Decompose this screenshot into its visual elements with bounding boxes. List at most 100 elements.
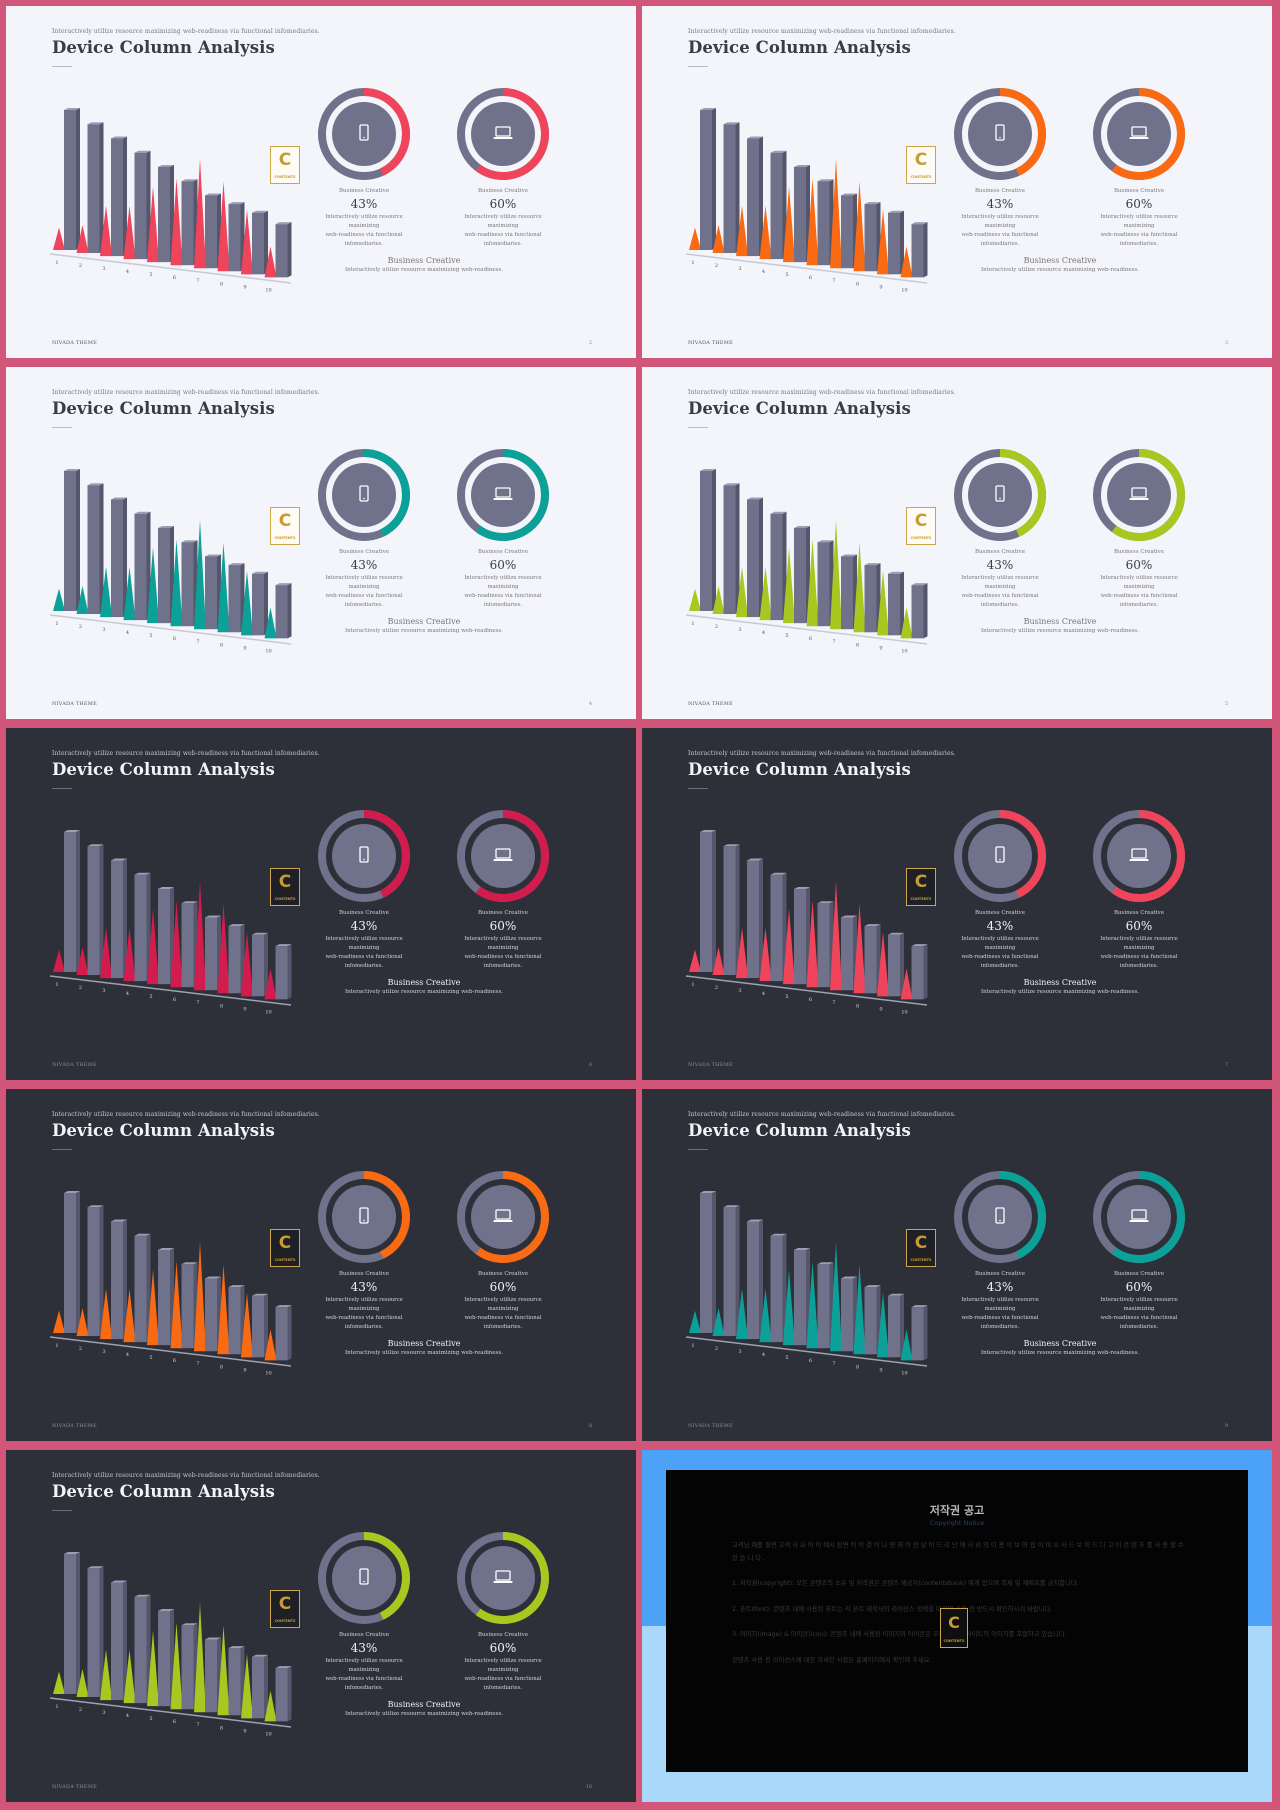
accent-cone (264, 246, 277, 278)
column-chart: 1 2 3 4 5 6 7 8 9 10 (685, 108, 928, 293)
bar-top (747, 136, 763, 139)
stat-description-line: web-readiness via functional (325, 1676, 403, 1682)
laptop-screen (495, 126, 511, 137)
device-stat: Business Creative 43% Interactively utiliz… (309, 188, 419, 249)
category-label: 3 (738, 627, 741, 633)
device-donut (318, 449, 410, 541)
device-donut (457, 1171, 549, 1263)
bar-top (911, 583, 928, 586)
donut-chart (1093, 1171, 1185, 1263)
device-stat: Business Creative 43% Interactively utiliz… (945, 1271, 1055, 1332)
stat-description-line: infomediaries. (483, 241, 523, 247)
stat-description-line: web-readiness via functional (464, 1315, 542, 1321)
stat-description-line: Interactively utilize resource maximizin… (961, 214, 1039, 229)
bar-top (888, 932, 904, 935)
gray-bar (794, 1249, 806, 1346)
bar-top (817, 1262, 834, 1265)
category-label: 2 (715, 1346, 718, 1352)
category-label: 5 (149, 1355, 152, 1361)
smartphone-button (999, 136, 1001, 139)
logo-letter: C (948, 1613, 960, 1632)
gray-bar (87, 485, 100, 615)
bar-top (911, 222, 928, 225)
smartphone-body (359, 485, 369, 502)
slide-title: Device Column Analysis (688, 38, 911, 57)
stat-description-line: infomediaries. (1119, 1324, 1159, 1330)
device-stat: Business Creative 60% Interactively utiliz… (448, 1632, 558, 1693)
bar-side (76, 1191, 80, 1333)
laptop-screen (1131, 126, 1147, 137)
stat-label: Business Creative (338, 1632, 390, 1638)
bar-side (923, 583, 928, 639)
footer-caption: Business Creative Interactively utilize r… (324, 256, 524, 273)
bar-top (228, 1285, 245, 1288)
stat-description-line: Interactively utilize resource maximizin… (1100, 1297, 1178, 1312)
category-label: 2 (715, 263, 718, 269)
stat-description-line: Interactively utilize resource maximizin… (1100, 214, 1178, 229)
accent-cone (783, 186, 795, 263)
device-donut (457, 88, 549, 180)
stat-description: Interactively utilize resource maximizin… (1084, 574, 1194, 610)
footer-subtitle: Interactively utilize resource maximizin… (344, 267, 504, 273)
accent-cone (76, 947, 89, 976)
category-label: 6 (173, 1358, 176, 1364)
category-label: 7 (832, 1361, 835, 1367)
bar-top (770, 872, 787, 875)
category-label: 5 (149, 994, 152, 1000)
donut-center (471, 102, 535, 166)
logo-letter: C (914, 1233, 928, 1253)
accent-cone (194, 1603, 206, 1713)
stat-value: 60% (489, 558, 517, 572)
stat-description-line: infomediaries. (344, 1685, 384, 1691)
accent-cone (217, 1625, 230, 1716)
gray-bar (770, 1235, 783, 1343)
logo-text: CONTENTS (943, 1639, 965, 1643)
bar-side (99, 844, 104, 976)
stat-description: Interactively utilize resource maximizin… (448, 574, 558, 610)
category-label: 10 (265, 287, 271, 293)
title-underline (52, 66, 72, 67)
slide-title: Device Column Analysis (52, 1121, 275, 1140)
device-donut (1093, 810, 1185, 902)
title-underline (52, 427, 72, 428)
brand-name: NIVADA THEME (52, 340, 97, 346)
category-label: 4 (762, 630, 765, 636)
stat-value: 60% (1125, 558, 1153, 572)
stat-value: 60% (489, 919, 517, 933)
footer-subtitle: Interactively utilize resource maximizin… (980, 267, 1140, 273)
gray-bar (181, 1625, 194, 1710)
donut-progress (1093, 88, 1185, 180)
bar-top (770, 511, 787, 514)
stat-description-line: Interactively utilize resource maximizin… (961, 936, 1039, 951)
accent-cone (712, 586, 725, 615)
bar-top (700, 108, 716, 110)
category-label: 8 (220, 642, 223, 648)
bar-top (64, 108, 80, 110)
contents-logo: C CONTENTS (906, 146, 936, 184)
bar-side (900, 571, 904, 636)
bar-top (134, 872, 151, 875)
footer-caption: Business Creative Interactively utilize r… (324, 1700, 524, 1717)
device-stat: Business Creative 43% Interactively utiliz… (309, 1271, 419, 1332)
stat-value: 43% (350, 1641, 378, 1655)
gray-bar (723, 1207, 736, 1337)
gray-bar (794, 888, 806, 985)
stat-description-line: infomediaries. (1119, 963, 1159, 969)
donut-progress (954, 88, 1046, 180)
category-label: 6 (173, 997, 176, 1003)
gray-bar (111, 1221, 123, 1340)
bar-side (735, 1205, 740, 1337)
stat-description-line: infomediaries. (1119, 241, 1159, 247)
gray-bar (87, 1568, 100, 1698)
stat-description: Interactively utilize resource maximizin… (1084, 1296, 1194, 1332)
category-label: 7 (196, 1722, 199, 1728)
stat-description-line: Interactively utilize resource maximizin… (464, 1297, 542, 1312)
category-label: 2 (79, 1346, 82, 1352)
donut-center (1107, 463, 1171, 527)
category-label: 3 (102, 988, 105, 994)
accent-cone (100, 1288, 112, 1340)
footer-title: Business Creative (387, 256, 461, 265)
bar-top (205, 554, 221, 557)
bar-top (864, 924, 881, 927)
column-chart: 1 2 3 4 5 6 7 8 9 10 (49, 469, 292, 654)
